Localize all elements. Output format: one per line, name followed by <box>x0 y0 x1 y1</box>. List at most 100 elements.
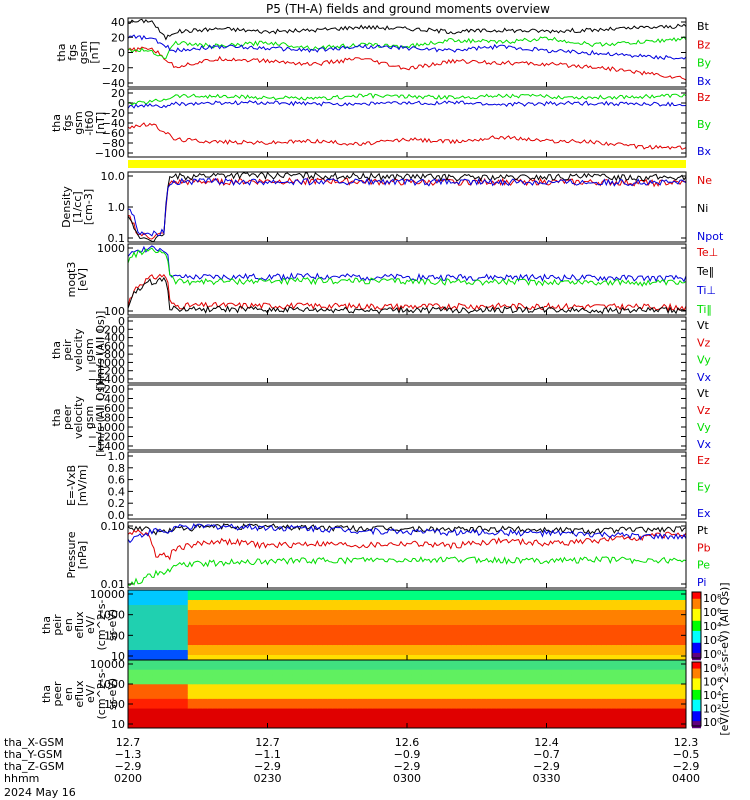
y-tick-label: 0.8 <box>108 462 126 475</box>
spectrogram-cell <box>342 620 348 626</box>
spectrogram-cell <box>501 660 508 666</box>
colorbar-cell <box>692 639 701 642</box>
spectrogram-cell <box>511 723 518 729</box>
spectrogram-cell <box>441 590 448 596</box>
colorbar-cell <box>692 642 701 646</box>
spectrogram-cell <box>342 590 348 596</box>
spectrogram-cell <box>207 674 214 680</box>
spectrogram-cell <box>661 640 667 646</box>
spectrogram-cell <box>212 679 219 685</box>
spectrogram-cell <box>466 703 473 710</box>
spectrogram-cell <box>162 650 169 656</box>
spectrogram-cell <box>242 590 249 596</box>
spectrogram-cell <box>506 600 513 606</box>
spectrogram-cell <box>207 684 214 690</box>
spectrogram-cell <box>551 694 557 700</box>
spectrogram-cell <box>392 610 398 616</box>
y-axis-label: eflux <box>73 680 86 708</box>
spectrogram-cell <box>446 615 453 621</box>
spectrogram-cell <box>566 615 572 621</box>
spectrogram-cell <box>651 590 657 596</box>
spectrogram-cell <box>566 713 572 719</box>
spectrogram-cell <box>576 674 582 680</box>
spectrogram-cell <box>456 650 463 656</box>
spectrogram-cell <box>436 590 443 596</box>
spectrogram-cell <box>411 713 418 719</box>
spectrogram-cell <box>431 635 438 641</box>
spectrogram-cell <box>252 630 259 636</box>
spectrogram-cell <box>172 620 179 626</box>
spectrogram-cell <box>397 718 403 724</box>
spectrogram-cell <box>152 595 159 601</box>
spectrogram-cell <box>297 600 303 606</box>
spectrogram-cell <box>182 635 189 641</box>
spectrogram-cell <box>511 595 518 601</box>
spectrogram-cell <box>392 674 398 680</box>
spectrogram-cell <box>571 689 577 695</box>
spectrogram-cell <box>147 694 154 700</box>
spectrogram-cell <box>626 635 632 641</box>
spectrogram-cell <box>147 635 154 641</box>
spectrogram-cell <box>591 625 597 631</box>
colorbar-cell <box>692 704 701 707</box>
spectrogram-cell <box>496 713 503 719</box>
spectrogram-cell <box>367 694 373 700</box>
spectrogram-cell <box>626 630 632 636</box>
spectrogram-cell <box>591 595 597 601</box>
spectrogram-cell <box>441 689 448 695</box>
y-tick-label: 0 <box>118 315 125 328</box>
spectrogram-cell <box>611 684 617 690</box>
spectrogram-cell <box>506 718 513 724</box>
spectrogram-cell <box>481 630 488 636</box>
spectrogram-cell <box>581 669 587 676</box>
spectrogram-cell <box>277 660 283 666</box>
spectrogram-cell <box>466 679 473 685</box>
spectrogram-cell <box>461 694 468 700</box>
spectrogram-cell <box>177 718 184 724</box>
spectrogram-cell <box>357 664 363 671</box>
spectrogram-cell <box>556 640 562 646</box>
spectrogram-cell <box>506 723 513 729</box>
spectrogram-cell <box>182 645 189 651</box>
spectrogram-cell <box>581 630 587 636</box>
spectrogram-cell <box>142 610 149 616</box>
spectrogram-cell <box>561 689 567 695</box>
spectrogram-cell <box>606 645 612 651</box>
spectrogram-cell <box>312 684 318 690</box>
spectrogram-cell <box>197 610 204 616</box>
spectrogram-cell <box>387 645 393 651</box>
spectrogram-cell <box>456 723 463 729</box>
spectrogram-cell <box>227 713 234 719</box>
spectrogram-cell <box>222 698 229 705</box>
spectrogram-cell <box>167 640 174 646</box>
spectrogram-cell <box>292 600 298 606</box>
spectrogram-cell <box>461 650 468 656</box>
spectrogram-cell <box>357 630 363 636</box>
spectrogram-cell <box>377 664 383 671</box>
spectrogram-cell <box>561 664 567 671</box>
spectrogram-cell <box>357 645 363 651</box>
spectrogram-cell <box>571 605 577 611</box>
spectrogram-cell <box>481 660 488 666</box>
spectrogram-cell <box>332 694 338 700</box>
spectrogram-cell <box>337 625 343 631</box>
spectrogram-cell <box>456 679 463 685</box>
spectrogram-cell <box>426 669 433 676</box>
spectrogram-cell <box>511 605 518 611</box>
spectrogram-cell <box>287 718 293 724</box>
spectrogram-cell <box>137 600 144 606</box>
spectrogram-cell <box>307 640 313 646</box>
spectrogram-cell <box>332 703 338 710</box>
spectrogram-cell <box>586 679 592 685</box>
spectrogram-cell <box>681 679 687 685</box>
spectrogram-cell <box>397 640 403 646</box>
spectrogram-cell <box>392 660 398 666</box>
spectrogram-cell <box>367 650 373 656</box>
spectrogram-cell <box>372 718 378 724</box>
spectrogram-cell <box>516 625 523 631</box>
spectrogram-cell <box>436 694 443 700</box>
spectrogram-cell <box>621 703 627 710</box>
spectrogram-cell <box>202 698 209 705</box>
spectrogram-cell <box>312 640 318 646</box>
